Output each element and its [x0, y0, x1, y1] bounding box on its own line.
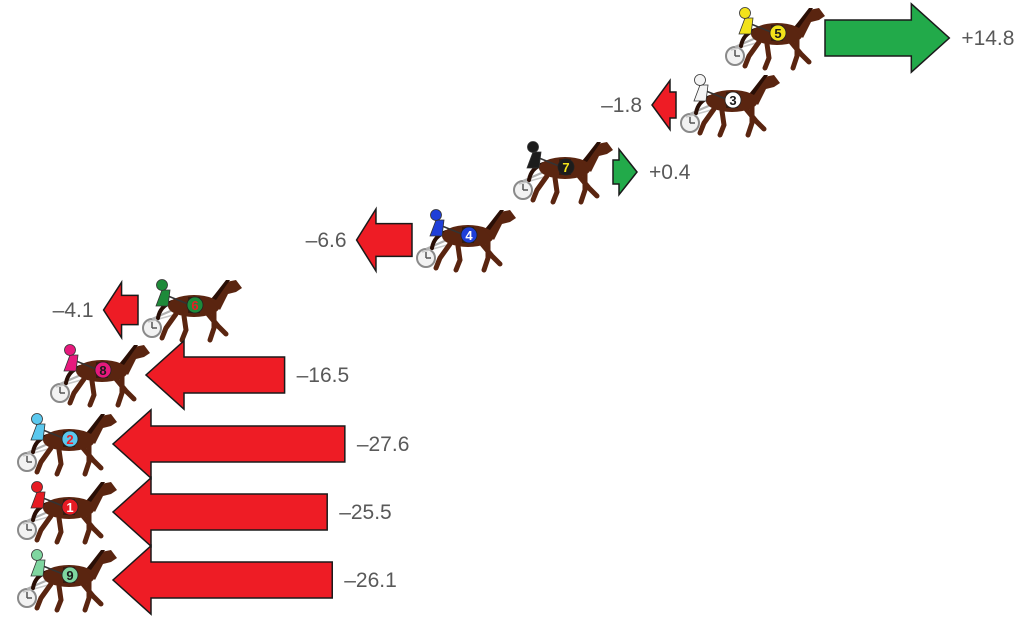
change-arrow-6	[102, 279, 139, 341]
saddle-cloth-number-9: 9	[66, 568, 73, 583]
driver-helmet-6	[156, 279, 168, 291]
saddle-cloth-number-1: 1	[66, 500, 73, 515]
horse-7: 7	[514, 142, 613, 203]
saddle-cloth-4	[460, 226, 478, 244]
horse-1: 1	[18, 482, 117, 543]
change-arrow-8	[144, 339, 286, 411]
change-arrow-5	[824, 2, 951, 74]
saddle-cloth-number-4: 4	[465, 228, 473, 243]
driver-5	[738, 17, 754, 35]
change-arrow-1	[111, 476, 328, 548]
saddle-cloth-number-5: 5	[774, 26, 781, 41]
horse-8: 8	[51, 345, 150, 406]
change-arrow-2	[111, 408, 346, 480]
horse-5: 5	[726, 8, 825, 69]
horse-4: 4	[417, 210, 516, 271]
driver-7	[526, 151, 542, 169]
driver-helmet-2	[31, 413, 43, 425]
driver-1	[30, 491, 46, 509]
horse-3: 3	[681, 75, 780, 136]
change-arrow-7	[612, 147, 638, 197]
driver-helmet-7	[527, 141, 539, 153]
driver-9	[30, 559, 46, 577]
change-label-9: –26.1	[344, 569, 397, 592]
saddle-cloth-6	[186, 296, 204, 314]
driver-helmet-4	[430, 209, 442, 221]
driver-3	[693, 84, 709, 102]
horse-2: 2	[18, 414, 117, 475]
saddle-cloth-number-8: 8	[99, 363, 106, 378]
change-arrow-3	[651, 78, 677, 132]
change-label-7: +0.4	[649, 161, 691, 184]
driver-helmet-3	[694, 74, 706, 86]
driver-helmet-1	[31, 481, 43, 493]
saddle-cloth-number-7: 7	[562, 160, 569, 175]
change-label-3: –1.8	[601, 94, 642, 117]
driver-helmet-9	[31, 549, 43, 561]
driver-8	[63, 354, 79, 372]
saddle-cloth-2	[61, 430, 79, 448]
change-arrow-4	[355, 206, 413, 274]
change-label-2: –27.6	[357, 433, 410, 456]
driver-6	[155, 289, 171, 307]
saddle-cloth-5	[769, 24, 787, 42]
change-label-1: –25.5	[339, 501, 392, 524]
change-label-5: +14.8	[961, 27, 1014, 50]
saddle-cloth-7	[557, 158, 575, 176]
change-label-6: –4.1	[53, 299, 94, 322]
driver-helmet-5	[739, 7, 751, 19]
change-label-8: –16.5	[297, 364, 350, 387]
driver-4	[429, 219, 445, 237]
saddle-cloth-number-3: 3	[729, 93, 736, 108]
change-label-4: –6.6	[306, 229, 347, 252]
saddle-cloth-8	[94, 361, 112, 379]
driver-2	[30, 423, 46, 441]
saddle-cloth-1	[61, 498, 79, 516]
saddle-cloth-number-6: 6	[191, 298, 198, 313]
change-arrow-9	[111, 544, 333, 616]
saddle-cloth-number-2: 2	[66, 432, 73, 447]
saddle-cloth-9	[61, 566, 79, 584]
driver-helmet-8	[64, 344, 76, 356]
saddle-cloth-3	[724, 91, 742, 109]
horse-9: 9	[18, 550, 117, 611]
horse-6: 6	[143, 280, 242, 341]
